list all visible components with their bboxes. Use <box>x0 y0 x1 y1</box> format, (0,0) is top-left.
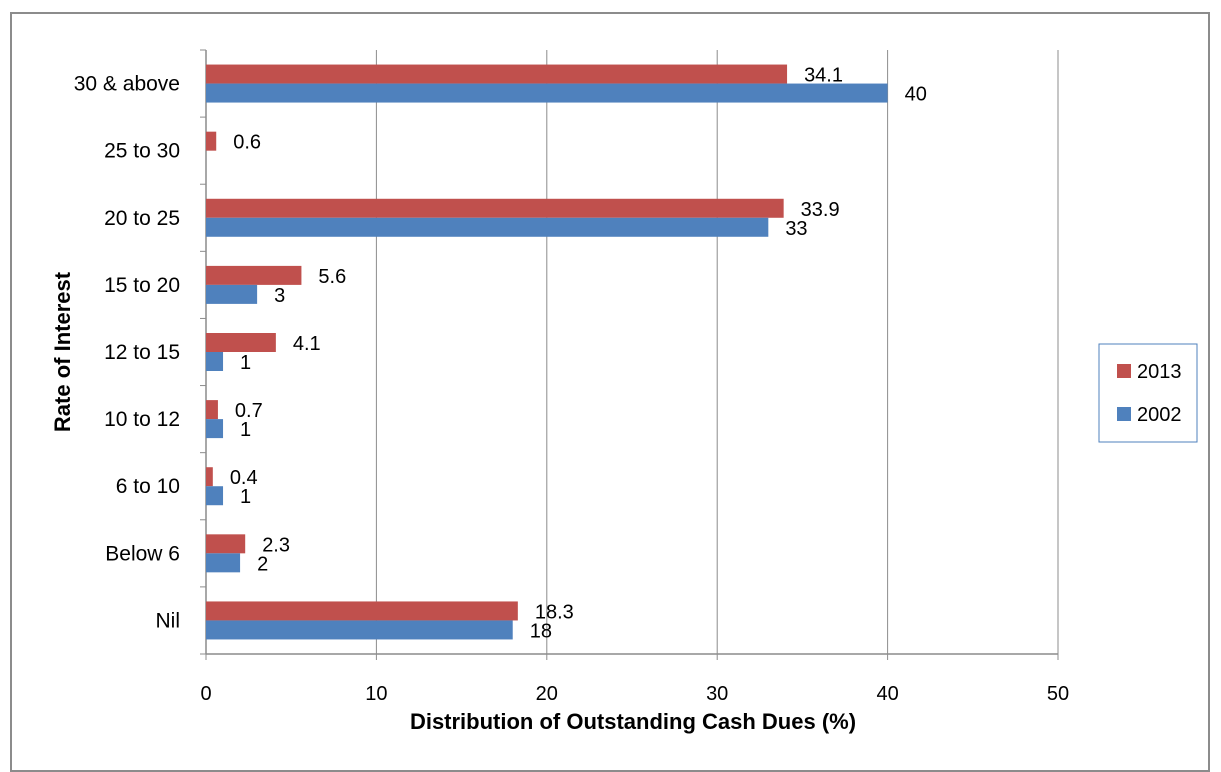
bar-2002 <box>206 486 224 506</box>
bar-2013 <box>206 601 518 621</box>
bars <box>206 64 888 640</box>
bar-2013 <box>206 534 246 554</box>
data-label-2002: 33 <box>785 218 807 240</box>
y-axis-title: Rate of Interest <box>50 271 75 432</box>
bar-2013 <box>206 333 276 352</box>
x-tick-label: 0 <box>200 683 211 705</box>
data-label-2013: 33.9 <box>801 199 840 221</box>
data-label-2013: 4.1 <box>293 333 321 355</box>
legend: 2013 2002 <box>1098 343 1198 443</box>
bar-2002 <box>206 419 224 439</box>
x-tick-label: 40 <box>876 683 898 705</box>
bar-2013 <box>206 400 218 420</box>
bar-2002 <box>206 284 258 304</box>
legend-swatch-2002 <box>1117 407 1131 421</box>
category-label: 30 & above <box>74 73 180 96</box>
data-label-2013: 2.3 <box>262 534 290 556</box>
category-label: Nil <box>156 609 181 632</box>
category-label: 25 to 30 <box>104 140 180 163</box>
bar-2013 <box>206 131 217 151</box>
bar-2002 <box>206 83 888 103</box>
bar-2002 <box>206 352 224 371</box>
gridlines <box>375 50 1059 654</box>
x-tick-label: 10 <box>365 683 387 705</box>
category-label: 15 to 20 <box>104 274 180 297</box>
bar-2013 <box>206 265 302 285</box>
legend-box <box>1098 343 1198 443</box>
data-label-2002: 2 <box>257 553 268 575</box>
category-label: 12 to 15 <box>104 341 180 364</box>
bar-2002 <box>206 620 513 640</box>
x-tick-label: 20 <box>536 683 558 705</box>
legend-swatch-2013 <box>1117 364 1131 378</box>
data-label-2002: 18 <box>530 620 552 642</box>
bar-2002 <box>206 217 769 237</box>
bar-2013 <box>206 198 784 218</box>
legend-label-2013: 2013 <box>1137 361 1182 383</box>
bar-2002 <box>206 553 241 573</box>
category-label: 6 to 10 <box>116 475 180 498</box>
data-label-2013: 0.7 <box>235 400 263 422</box>
data-label-2002: 1 <box>240 352 251 374</box>
bar-2013 <box>206 64 788 84</box>
data-label-2013: 0.4 <box>230 467 258 489</box>
data-label-2002: 1 <box>240 486 251 508</box>
x-axis-title: Distribution of Outstanding Cash Dues (%… <box>410 709 856 734</box>
data-label-2013: 5.6 <box>318 266 346 288</box>
data-label-2002: 40 <box>905 84 927 106</box>
data-label-2013: 34.1 <box>804 65 843 87</box>
bar-2013 <box>206 467 213 487</box>
x-tick-label: 50 <box>1047 683 1069 705</box>
legend-label-2002: 2002 <box>1137 404 1182 426</box>
data-label-2002: 1 <box>240 419 251 441</box>
data-label-2013: 0.6 <box>233 132 261 154</box>
axes <box>200 49 1059 660</box>
x-tick-label: 30 <box>706 683 728 705</box>
category-label: 20 to 25 <box>104 207 180 230</box>
data-label-2013: 18.3 <box>535 601 574 623</box>
category-label: 10 to 12 <box>104 408 180 431</box>
data-label-2002: 3 <box>274 285 285 307</box>
category-label: Below 6 <box>105 542 180 565</box>
